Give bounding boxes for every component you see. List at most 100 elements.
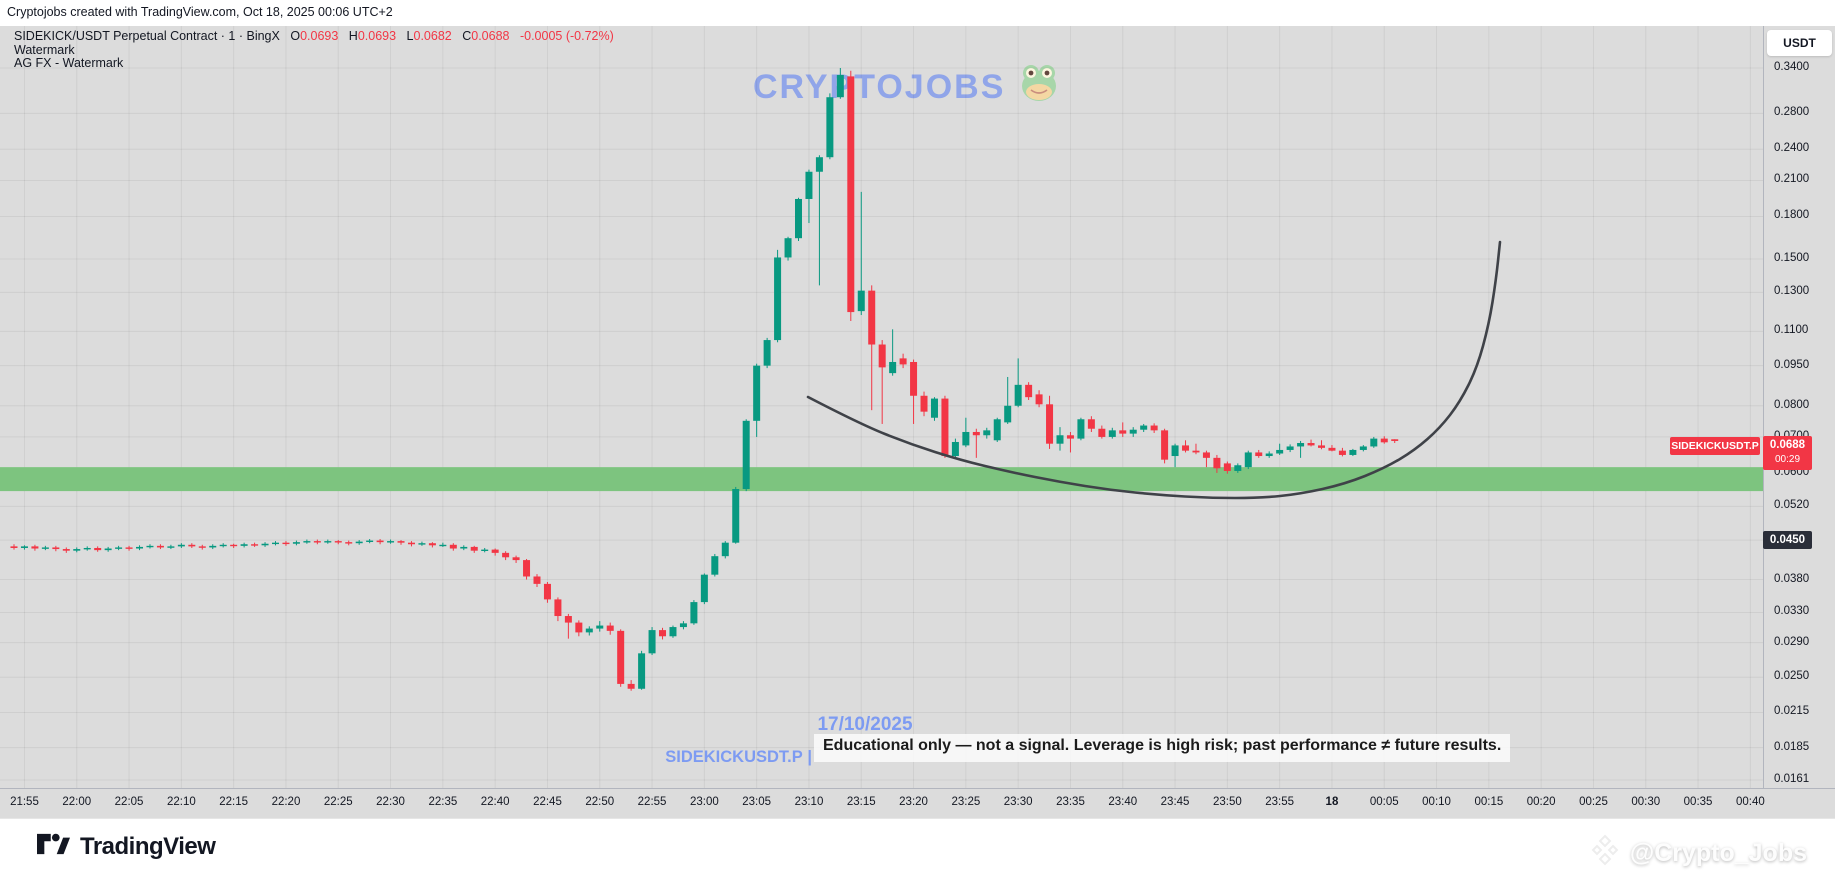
time-tick-label: 23:25	[951, 796, 981, 808]
candle-body	[533, 576, 541, 584]
candle-body	[721, 542, 729, 557]
candle-body	[836, 74, 844, 98]
time-tick-label: 22:45	[533, 796, 562, 808]
time-tick-label: 22:40	[480, 796, 510, 808]
time-tick-label: 00:30	[1631, 796, 1661, 808]
candle-body	[1265, 453, 1273, 457]
frog-icon	[1019, 64, 1059, 111]
candle-body	[104, 548, 112, 551]
candle-body	[261, 543, 269, 546]
candle-body	[1213, 457, 1221, 469]
high-value: 0.0693	[357, 29, 397, 43]
candle-body	[648, 630, 656, 654]
time-scale[interactable]: 21:55 22:00 22:05 22:10 22:15 22:20 22:25 22:30…	[0, 788, 1835, 819]
candle-body	[700, 574, 708, 603]
candle-body	[1046, 404, 1054, 444]
price-scale[interactable]: 0.3400 0.2800 0.2400 0.2100 0.1800 0.1500 0.13…	[1763, 26, 1835, 788]
time-tick-label: 22:30	[376, 796, 405, 808]
candle-body	[1286, 446, 1294, 450]
candle-body	[1297, 443, 1305, 447]
change-value: -0.0005 (-0.72%)	[519, 29, 614, 43]
candle-body	[1129, 429, 1137, 434]
candle-body	[1119, 430, 1127, 434]
trend-curve-drawing[interactable]	[806, 240, 1502, 500]
candle-body	[878, 344, 886, 368]
candle-body	[711, 556, 719, 575]
price-tick-label: 0.2100	[1774, 173, 1810, 186]
candle-body	[753, 365, 761, 421]
candle-body	[585, 628, 593, 633]
candle-body	[596, 625, 604, 629]
candle-body	[460, 546, 468, 549]
candle-body	[1223, 463, 1231, 471]
candle-body	[230, 544, 238, 547]
candle-body	[805, 171, 813, 199]
export-caption-bar: Cryptojobs created with TradingView.com,…	[0, 0, 1835, 27]
currency-toggle-button[interactable]: USDT	[1767, 30, 1832, 56]
candlestick-plot[interactable]	[0, 26, 1763, 788]
candle-body	[418, 543, 426, 545]
high-label: H	[348, 29, 358, 43]
candle-body	[31, 546, 39, 549]
tradingview-logo-icon	[37, 831, 70, 862]
time-tick-label: 22:15	[219, 796, 249, 808]
low-label: L	[406, 29, 414, 43]
candle-body	[638, 653, 646, 689]
watermark-title: CRYPTOJOBS	[753, 68, 1006, 106]
candle-body	[543, 583, 551, 600]
candle-body	[606, 625, 614, 631]
candle-body	[1098, 428, 1106, 437]
candle-body	[1234, 465, 1242, 471]
candle-body	[62, 549, 70, 551]
time-tick-label: 23:35	[1056, 796, 1085, 808]
candle-body	[847, 76, 855, 313]
candle-body	[815, 157, 823, 172]
candle-body	[690, 602, 698, 624]
time-tick-label: 21:55	[10, 796, 39, 808]
last-price-label: 0.0688 00:29	[1763, 436, 1812, 470]
open-label: O	[290, 29, 301, 43]
author-watermark: @Crypto_Jobs	[1588, 833, 1807, 874]
last-price-value: 0.0688	[1769, 439, 1806, 451]
time-tick-label: 22:25	[323, 796, 353, 808]
time-tick-label: 00:20	[1526, 796, 1556, 808]
price-tick-label: 0.1500	[1774, 252, 1810, 265]
candle-body	[941, 398, 949, 457]
candle-body	[669, 627, 677, 637]
candle-body	[1077, 419, 1085, 439]
candle-body	[1171, 445, 1179, 457]
tradingview-logo[interactable]: TradingView	[37, 831, 216, 862]
time-tick-label: 23:55	[1265, 796, 1295, 808]
price-tick-label: 0.0250	[1774, 670, 1810, 683]
candle-body	[1318, 445, 1325, 448]
candle-body	[920, 395, 928, 412]
candle-body	[910, 361, 918, 396]
chart-canvas[interactable]: CRYPTOJOBS SIDEKICK/USDT Perpetual Contr…	[0, 26, 1763, 788]
price-tick-label: 0.0520	[1774, 499, 1810, 512]
candle-body	[167, 546, 175, 548]
price-tick-label: 0.0161	[1774, 773, 1810, 785]
time-tick-label: 00:05	[1369, 796, 1399, 808]
candle-body	[774, 257, 782, 341]
candle-body	[136, 546, 144, 549]
time-tick-label: 00:40	[1735, 796, 1765, 808]
candle-body	[491, 549, 499, 553]
candle-body	[376, 540, 384, 543]
price-tick-label: 0.1300	[1774, 285, 1810, 298]
candle-body	[303, 541, 311, 543]
candle-body	[1025, 384, 1033, 398]
candle-body	[1087, 419, 1095, 429]
candle-body	[1202, 452, 1210, 458]
price-tick-label: 0.0950	[1774, 358, 1810, 371]
price-tick-label: 0.0380	[1774, 572, 1810, 585]
price-tick-label: 0.1100	[1774, 324, 1809, 337]
time-tick-label: 23:45	[1160, 796, 1190, 808]
candle-body	[219, 544, 227, 547]
support-zone-band[interactable]	[0, 467, 1763, 492]
time-tick-label: 00:25	[1579, 796, 1608, 808]
candle-body	[1307, 443, 1315, 446]
symbol-legend[interactable]: SIDEKICK/USDT Perpetual Contract · 1 · B…	[14, 29, 614, 71]
candle-body	[523, 560, 531, 577]
candle-body	[795, 198, 802, 239]
candle-body	[962, 431, 970, 446]
